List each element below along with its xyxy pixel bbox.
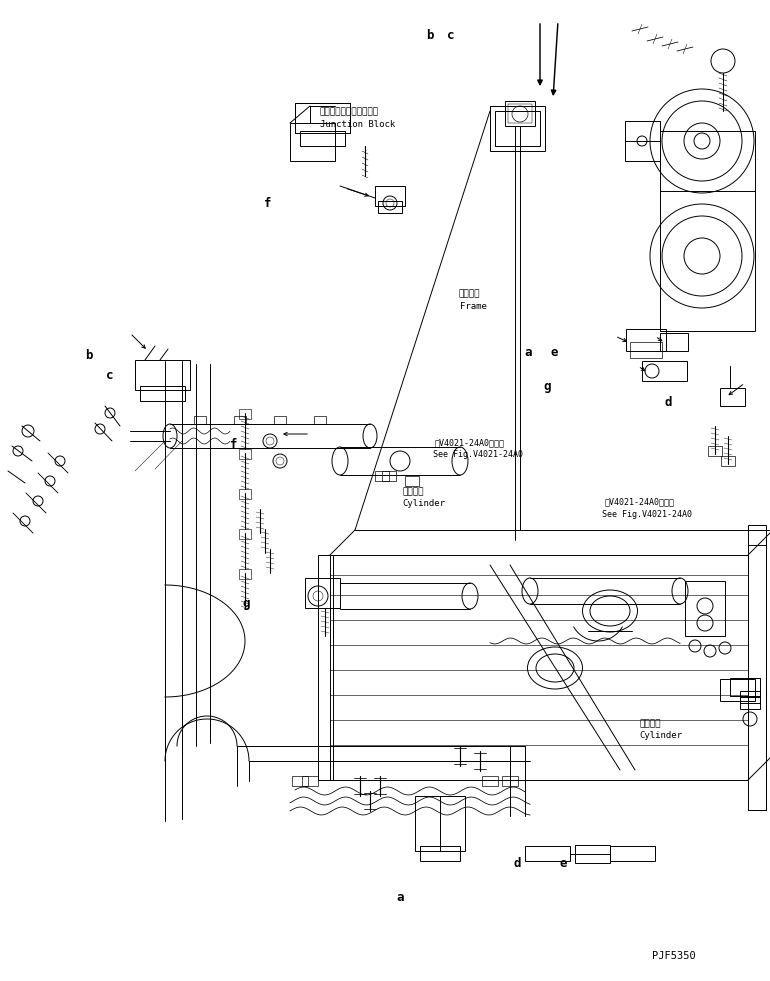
Text: ジャンクションブロック: ジャンクションブロック (320, 107, 379, 117)
Bar (525, 846, 570, 861)
Bar (708, 446, 722, 456)
Bar (630, 342, 662, 358)
Text: d: d (665, 395, 672, 409)
Bar (239, 409, 251, 419)
Bar (375, 186, 405, 206)
Bar (502, 776, 518, 786)
Text: f: f (229, 438, 237, 451)
Bar (482, 776, 498, 786)
Text: See Fig.V4021-24A0: See Fig.V4021-24A0 (433, 449, 523, 459)
Bar (415, 796, 465, 851)
Bar (610, 846, 655, 861)
Text: a: a (396, 891, 403, 904)
Bar (375, 471, 389, 481)
Bar (740, 691, 760, 703)
Bar (685, 581, 725, 636)
Text: See Fig.V4021-24A0: See Fig.V4021-24A0 (602, 509, 692, 519)
Bar (135, 360, 190, 390)
Bar (720, 388, 745, 406)
Text: b: b (85, 348, 93, 362)
Bar (140, 386, 185, 401)
Bar (490, 106, 545, 151)
Text: Cylinder: Cylinder (639, 731, 682, 741)
Bar (730, 678, 760, 696)
Text: シリンダ: シリンダ (403, 487, 424, 496)
Text: フレーム: フレーム (458, 289, 480, 299)
Bar (740, 697, 760, 709)
Text: Junction Block: Junction Block (320, 120, 395, 129)
Bar (302, 776, 318, 786)
Bar (234, 416, 246, 424)
Text: PJF5350: PJF5350 (652, 952, 695, 961)
Bar (378, 201, 402, 213)
Bar (382, 471, 396, 481)
Bar (274, 416, 286, 424)
Text: c: c (106, 369, 114, 383)
Bar (290, 123, 335, 161)
Bar (194, 416, 206, 424)
Text: g: g (543, 380, 551, 393)
Text: b: b (426, 28, 434, 42)
Bar (748, 525, 766, 810)
Bar (508, 104, 532, 123)
Bar (505, 101, 535, 126)
Text: a: a (524, 345, 532, 359)
Text: Cylinder: Cylinder (403, 498, 446, 508)
Bar (239, 569, 251, 579)
Bar (239, 529, 251, 539)
Text: f: f (264, 196, 272, 210)
Bar (239, 449, 251, 459)
Text: d: d (514, 856, 521, 870)
Bar (318, 555, 333, 780)
Bar (720, 679, 755, 701)
Text: e: e (560, 856, 567, 870)
Bar (626, 329, 666, 351)
Text: シリンダ: シリンダ (639, 719, 661, 729)
Bar (660, 131, 755, 331)
Bar (239, 489, 251, 499)
Bar (295, 103, 350, 133)
Bar (305, 578, 340, 608)
Text: e: e (551, 345, 558, 359)
Text: c: c (447, 28, 454, 42)
Text: 第V4021-24A0図参照: 第V4021-24A0図参照 (435, 438, 505, 447)
Bar (575, 845, 610, 863)
Bar (642, 361, 687, 381)
Bar (420, 846, 460, 861)
Bar (405, 476, 419, 486)
Bar (292, 776, 308, 786)
Text: 第V4021-24A0図参照: 第V4021-24A0図参照 (604, 497, 675, 507)
Bar (721, 456, 735, 466)
Text: g: g (243, 596, 250, 610)
Bar (495, 111, 540, 146)
Text: Frame: Frame (460, 301, 487, 311)
Bar (300, 131, 345, 146)
Circle shape (694, 133, 710, 149)
Bar (314, 416, 326, 424)
Bar (660, 333, 688, 351)
